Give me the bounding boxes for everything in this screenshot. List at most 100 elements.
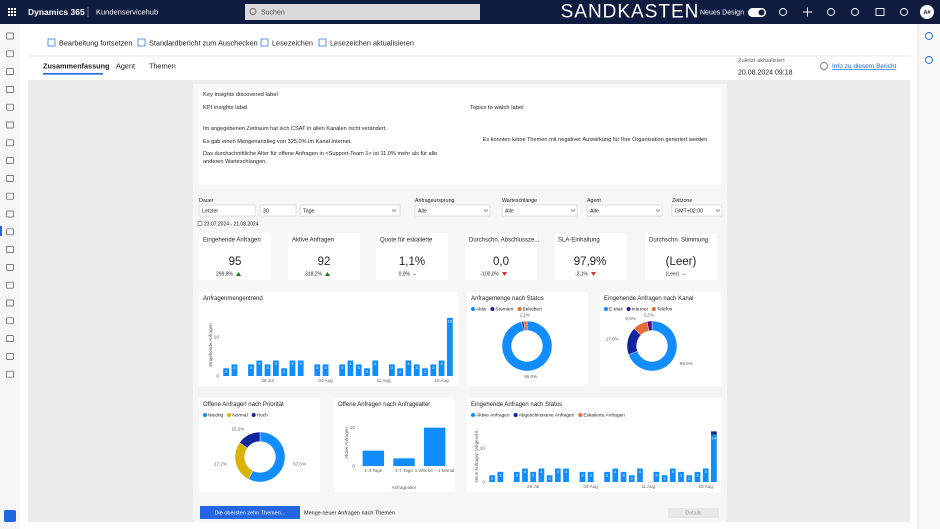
data-label: 3 (341, 366, 343, 370)
top-topics-button[interactable] (200, 506, 300, 519)
bar (364, 368, 370, 376)
legend-swatch (471, 413, 475, 417)
data-label: 4 (705, 470, 707, 474)
avatar[interactable] (920, 5, 934, 19)
nav-icon[interactable] (6, 175, 14, 182)
nav-icon[interactable] (6, 121, 14, 129)
bar (423, 427, 446, 466)
nav-icon[interactable] (6, 103, 14, 111)
kpi-marker: -- (413, 271, 417, 277)
tab[interactable]: Zusammenfassung (43, 61, 110, 70)
x-tick-label: 04 Aug (318, 378, 333, 383)
filter-input[interactable] (198, 204, 256, 217)
data-label: 96,6% (524, 374, 537, 379)
data-label: 2 (688, 477, 690, 481)
data-label: 3 (325, 366, 327, 370)
kpi-value: 1,1% (399, 256, 425, 268)
nav-icon[interactable] (6, 50, 14, 58)
bar (256, 360, 263, 376)
bar-segment (711, 434, 717, 482)
data-label: 2 (225, 370, 227, 374)
bar (223, 368, 230, 376)
topics-message: Es konnten keine Themen mit negativer Au… (482, 137, 708, 143)
nav-icon[interactable] (6, 299, 14, 307)
chevron (391, 209, 397, 212)
dropdown[interactable] (414, 204, 491, 217)
smiley-icon[interactable] (900, 8, 908, 16)
nav-icon[interactable] (6, 264, 14, 271)
kpi-value: 92 (318, 256, 331, 268)
data-label: 2 (631, 477, 633, 481)
nav-icon[interactable] (6, 210, 14, 218)
bar-segment (628, 475, 635, 482)
command-button[interactable]: Bearbeitung fortsetzen (59, 38, 132, 47)
nav-icon[interactable] (6, 335, 14, 342)
filter-input[interactable] (259, 204, 297, 217)
data-label: 17,9% (606, 337, 619, 342)
filter-input[interactable] (299, 204, 401, 217)
nav-icon[interactable] (6, 86, 14, 93)
y-axis-label: Aktive Anfragen (344, 427, 349, 459)
tab[interactable]: Themen (149, 61, 176, 70)
kpi-title: Durchschn. Abschlussze... (469, 238, 540, 244)
area-switcher[interactable] (4, 510, 16, 522)
dropdown[interactable] (671, 204, 723, 217)
command-icon (137, 38, 146, 47)
nav-icon[interactable] (6, 317, 14, 325)
info-icon (820, 62, 828, 70)
command-button[interactable]: Standardbericht zum Auschecken (149, 38, 258, 47)
insight-item: Das durchschnittliche Alter für offene A… (203, 151, 438, 165)
nav-icon[interactable] (6, 353, 14, 360)
nav-icon[interactable] (6, 246, 14, 253)
feedback-icon[interactable] (875, 8, 885, 16)
search-box[interactable] (245, 4, 480, 20)
data-label: 14 (712, 436, 716, 440)
legend-swatch (651, 307, 656, 311)
dropdown[interactable] (586, 204, 663, 217)
bar (438, 360, 445, 376)
bar (231, 364, 238, 376)
waffle-icon[interactable] (8, 8, 16, 16)
data-label: 3 (622, 473, 624, 477)
x-tick-label: 4-7 Tage (395, 468, 413, 473)
nav-icon[interactable] (6, 228, 14, 236)
bar-segment (587, 471, 594, 482)
topics-text: Es konnten keine Themen mit negativer Au… (482, 137, 708, 143)
legend-label: Aktiv (476, 307, 487, 313)
chart-title: Offene Anfragen nach Anfragealter (338, 402, 430, 408)
nav-icon[interactable] (6, 157, 14, 164)
tab[interactable]: Agent (116, 61, 135, 70)
kpi-title: Durchschn. Stimmung (649, 238, 708, 244)
copilot-icon[interactable] (925, 32, 933, 40)
nav-icon[interactable] (6, 370, 14, 378)
details-button[interactable] (668, 508, 719, 518)
legend-label: Hoch (257, 413, 269, 419)
donut-segment (501, 320, 553, 372)
bar (281, 368, 288, 376)
nav-icon[interactable] (6, 32, 14, 40)
dropdown[interactable] (501, 204, 578, 217)
nav-icon[interactable] (6, 139, 14, 147)
info-link[interactable]: Info zu diesem Bericht (832, 63, 897, 70)
filter-value: Letzter (202, 208, 218, 214)
bar-segment (554, 468, 561, 482)
dropdown-value: Alle (505, 208, 514, 214)
help-icon[interactable] (851, 8, 859, 16)
nav-icon[interactable] (6, 281, 14, 289)
nav-icon[interactable] (6, 68, 14, 75)
teams-icon[interactable] (925, 56, 933, 64)
bar (297, 360, 304, 376)
y-tick-label: 0 (352, 463, 355, 469)
command-button[interactable]: Lesezeichen aktualisieren (330, 38, 414, 47)
lightbulb-icon[interactable] (779, 8, 787, 16)
legend-swatch (490, 307, 495, 311)
data-label: 15 (448, 319, 452, 323)
bar (272, 360, 279, 376)
bar (339, 364, 346, 376)
command-button[interactable]: Lesezeichen (272, 38, 313, 47)
kpi-card (645, 233, 717, 280)
plus-icon[interactable] (803, 7, 812, 17)
settings-icon[interactable] (827, 8, 835, 16)
chart-title: Anfragemenge nach Status (471, 296, 544, 302)
nav-icon[interactable] (6, 192, 14, 200)
